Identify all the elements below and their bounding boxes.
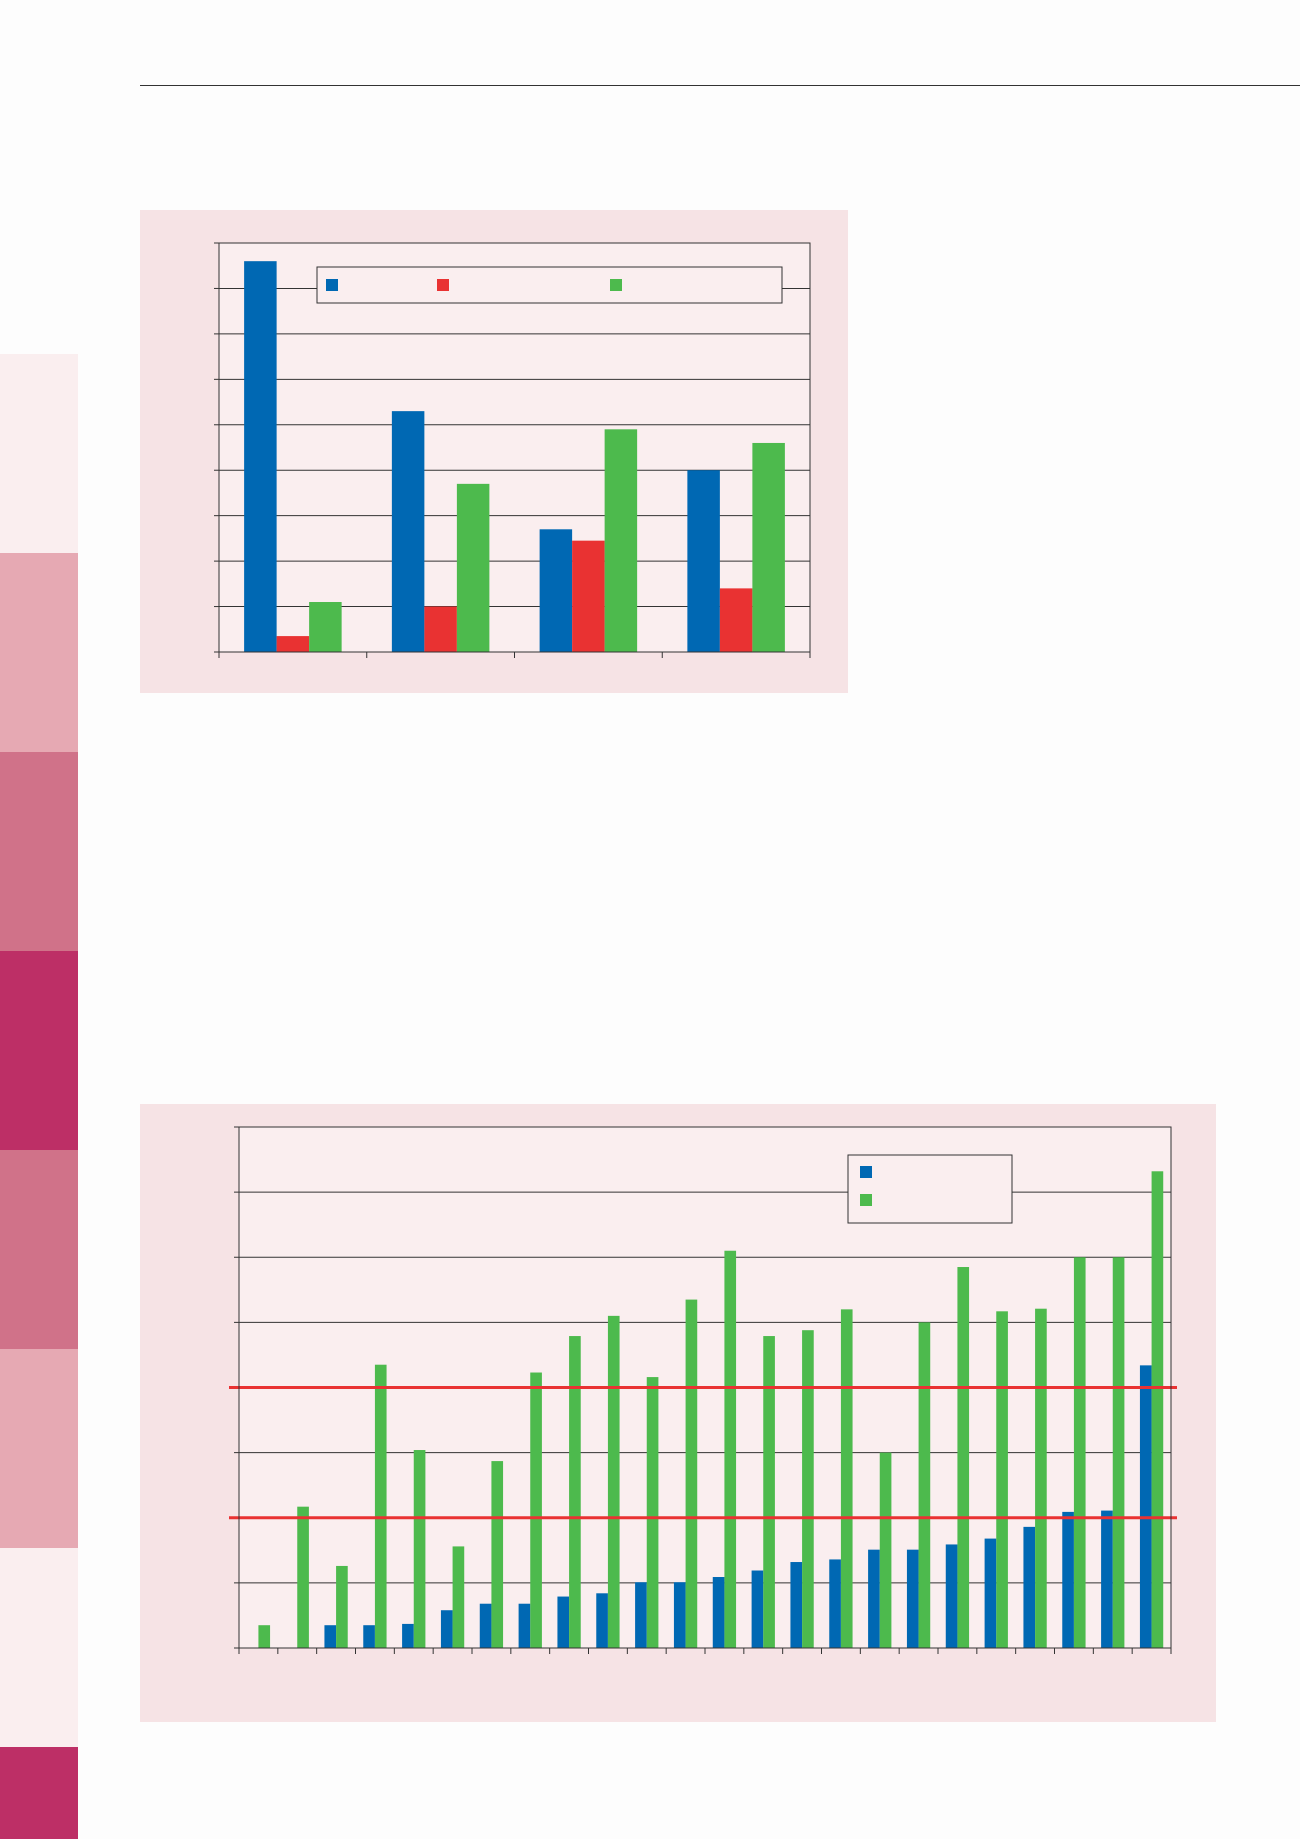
bar-series-1: [945, 1544, 958, 1648]
bar-series-2: [530, 1372, 542, 1648]
bar-series-1: [402, 1623, 414, 1648]
bar-series-1: [1023, 1526, 1036, 1648]
bar-series-2: [424, 606, 457, 652]
sidebar-tab-3: [0, 752, 78, 951]
bar-series-2: [258, 1625, 271, 1648]
legend-swatch-series-3: [610, 279, 622, 291]
bar-series-1: [687, 470, 720, 652]
bar-series-3: [752, 442, 785, 652]
bar-series-1: [391, 411, 425, 652]
bar-series-2: [685, 1299, 698, 1648]
bar-series-1: [712, 1577, 725, 1648]
bar-series-3: [456, 483, 490, 652]
bar-series-1: [557, 1596, 570, 1648]
bar-series-1: [479, 1603, 492, 1648]
bar-series-1: [324, 1625, 337, 1648]
bar-series-2: [719, 588, 753, 652]
bar-series-1: [906, 1549, 919, 1648]
bar-series-2: [452, 1546, 465, 1648]
legend-swatch-series-2: [437, 279, 449, 291]
bar-series-1: [1062, 1511, 1074, 1648]
bar-series-2: [996, 1311, 1008, 1648]
bar-series-1: [363, 1625, 375, 1648]
bar-series-2: [957, 1267, 970, 1648]
bar-series-1: [1139, 1365, 1152, 1648]
bar-series-1: [539, 529, 573, 652]
bar-series-1: [984, 1538, 997, 1648]
sidebar-tab-7: [0, 1548, 78, 1747]
bar-series-2: [569, 1336, 581, 1648]
chart-1-panel: [140, 210, 848, 693]
bar-series-2: [572, 540, 605, 652]
sidebar-tab-6: [0, 1349, 78, 1548]
bar-series-2: [297, 1506, 309, 1648]
bar-series-2: [646, 1377, 659, 1648]
sidebar-tab-1: [0, 354, 78, 553]
legend-swatch-series-2: [860, 1194, 872, 1206]
bar-series-2: [724, 1250, 737, 1648]
bar-series-2: [1073, 1257, 1086, 1648]
bar-series-3: [604, 429, 638, 652]
bar-series-2: [607, 1315, 620, 1648]
bar-series-2: [374, 1364, 387, 1648]
bar-series-1: [244, 261, 277, 652]
bar-series-2: [413, 1450, 426, 1648]
sidebar-tab-5: [0, 1150, 78, 1349]
sidebar-tab-4: [0, 951, 78, 1150]
sidebar-tab-2: [0, 553, 78, 752]
legend-swatch-series-1: [326, 279, 338, 291]
bar-series-1: [596, 1593, 608, 1648]
sidebar-color-tabs: [0, 354, 78, 1747]
legend-box: [316, 266, 783, 304]
bar-series-1: [440, 1610, 453, 1648]
bar-series-1: [673, 1582, 686, 1648]
bar-series-2: [336, 1565, 348, 1648]
bar-series-1: [751, 1570, 764, 1648]
bar-series-2: [276, 636, 310, 652]
bar-series-2: [879, 1452, 892, 1648]
bar-series-1: [868, 1549, 880, 1648]
bar-series-2: [918, 1322, 931, 1648]
bar-series-2: [763, 1336, 775, 1648]
bar-series-1: [518, 1603, 531, 1648]
bar-series-2: [802, 1330, 814, 1648]
bar-series-1: [829, 1559, 841, 1648]
bar-series-2: [1035, 1308, 1047, 1648]
bar-series-2: [1151, 1171, 1164, 1648]
sidebar-bottom-tab: [0, 1747, 78, 1839]
bar-series-2: [840, 1309, 853, 1648]
chart-svg: [140, 1104, 1216, 1722]
chart-2-panel: [140, 1104, 1216, 1722]
legend-box: [847, 1154, 1013, 1224]
chart-svg: [140, 210, 848, 693]
bar-series-3: [309, 602, 342, 652]
bar-series-1: [635, 1582, 647, 1648]
bar-series-2: [491, 1461, 504, 1648]
bar-series-1: [1101, 1510, 1113, 1648]
header-rule: [140, 85, 1300, 86]
bar-series-2: [1112, 1257, 1125, 1648]
bar-series-1: [790, 1562, 803, 1648]
legend-swatch-series-1: [860, 1166, 872, 1178]
